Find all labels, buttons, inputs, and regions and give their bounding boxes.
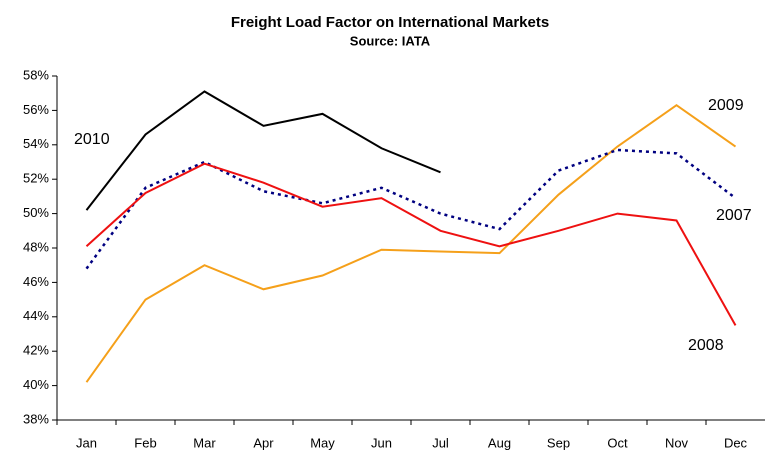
x-tick-label: Sep bbox=[547, 435, 570, 450]
series-line bbox=[85, 90, 441, 211]
series-label: 2007 bbox=[716, 207, 752, 224]
series-line bbox=[85, 104, 737, 383]
y-tick-label: 50% bbox=[23, 205, 49, 220]
x-tick-label: Jan bbox=[76, 435, 97, 450]
x-tick-label: May bbox=[310, 435, 335, 450]
x-tick-label: Aug bbox=[488, 435, 511, 450]
series-label: 2009 bbox=[708, 97, 744, 114]
y-tick-label: 42% bbox=[23, 343, 49, 358]
series-label: 2010 bbox=[74, 131, 110, 148]
y-tick-label: 40% bbox=[23, 377, 49, 392]
x-tick-label: Mar bbox=[193, 435, 216, 450]
y-tick-label: 46% bbox=[23, 274, 49, 289]
series-line bbox=[85, 162, 737, 326]
x-tick-label: Dec bbox=[724, 435, 748, 450]
chart-title: Freight Load Factor on International Mar… bbox=[231, 14, 549, 31]
y-tick-label: 44% bbox=[23, 308, 49, 323]
series-label: 2008 bbox=[688, 337, 724, 354]
x-tick-label: Nov bbox=[665, 435, 689, 450]
y-tick-label: 38% bbox=[23, 411, 49, 426]
x-tick-label: Jul bbox=[432, 435, 449, 450]
chart-subtitle: Source: IATA bbox=[350, 33, 431, 48]
series-line bbox=[85, 148, 737, 270]
x-tick-label: Feb bbox=[134, 435, 156, 450]
y-tick-label: 48% bbox=[23, 239, 49, 254]
y-tick-label: 52% bbox=[23, 171, 49, 186]
y-tick-label: 56% bbox=[23, 102, 49, 117]
x-tick-label: Oct bbox=[607, 435, 628, 450]
x-tick-label: Apr bbox=[253, 435, 274, 450]
y-tick-label: 54% bbox=[23, 136, 49, 151]
y-tick-label: 58% bbox=[23, 67, 49, 82]
x-tick-label: Jun bbox=[371, 435, 392, 450]
